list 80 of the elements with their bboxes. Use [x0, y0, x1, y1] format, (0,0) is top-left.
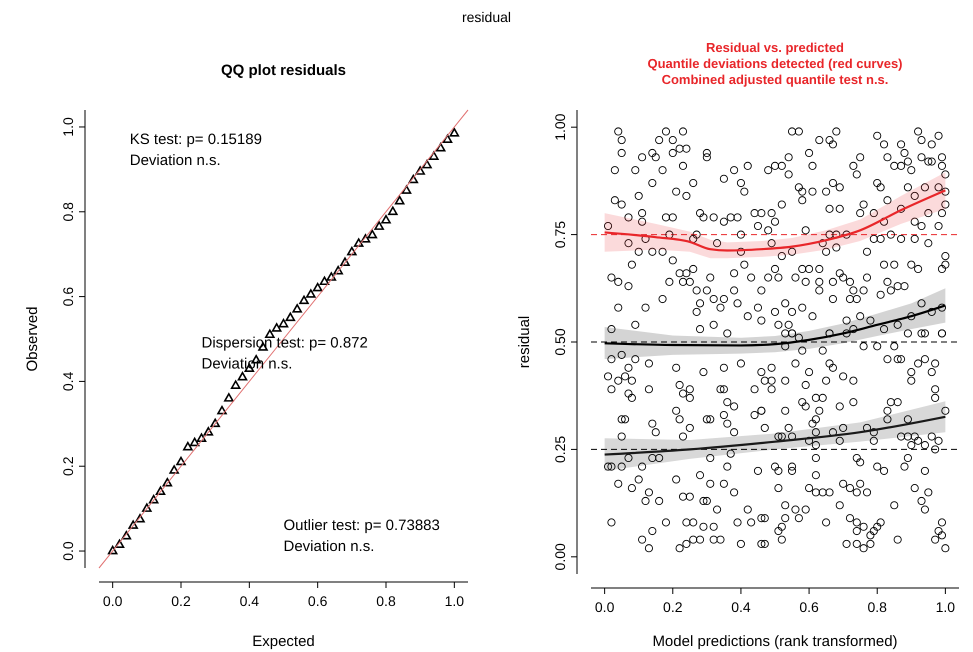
- y-tick-label: 0.00: [552, 542, 568, 570]
- chart-title: QQ plot residuals: [220, 62, 346, 79]
- point: [408, 174, 418, 184]
- point: [299, 296, 309, 304]
- text: residual: [462, 9, 512, 25]
- point: [415, 166, 425, 175]
- point: [292, 304, 302, 313]
- point: [340, 257, 350, 266]
- y-tick-label: 1.00: [552, 113, 568, 141]
- point: [128, 520, 138, 529]
- point: [388, 206, 398, 216]
- point: [135, 514, 145, 523]
- point: [196, 433, 206, 442]
- point: [190, 438, 200, 446]
- point: [394, 196, 404, 204]
- point: [450, 128, 460, 137]
- point: [148, 494, 158, 504]
- y-tick-label: 0.6: [60, 286, 76, 306]
- point: [286, 312, 296, 322]
- y-axis-title: residual: [516, 316, 533, 368]
- point: [312, 282, 322, 292]
- y-tick-label: 0.2: [60, 456, 76, 476]
- point: [429, 151, 439, 160]
- y-tick-label: 0.0: [60, 541, 76, 561]
- point: [381, 214, 391, 224]
- point: [142, 503, 152, 512]
- point: [306, 289, 316, 298]
- point: [436, 142, 446, 152]
- x-tick-label: 0.8: [376, 593, 396, 609]
- point: [162, 478, 172, 486]
- point: [183, 442, 193, 450]
- x-axis-title: Expected: [252, 633, 315, 650]
- point: [347, 246, 357, 256]
- point: [238, 372, 248, 380]
- x-tick-label: 0.6: [799, 599, 820, 615]
- point: [360, 234, 370, 243]
- point: [169, 465, 179, 474]
- point: [326, 272, 336, 281]
- y-tick-label: 0.25: [552, 436, 568, 464]
- point: [354, 238, 364, 247]
- point: [368, 230, 378, 238]
- point: [210, 418, 220, 428]
- y-tick-label: 1.0: [60, 117, 76, 137]
- point: [122, 530, 132, 540]
- y-tick-label: 0.75: [552, 220, 568, 248]
- point: [217, 406, 227, 414]
- chart-title: Residual vs. predicted Quantile deviations detected (red curves) Combined adjusted quantile test n.s.: [647, 40, 903, 87]
- point: [422, 160, 432, 168]
- x-tick-label: 0.4: [731, 599, 751, 615]
- point: [230, 380, 240, 389]
- y-tick-label: 0.8: [60, 202, 76, 222]
- point: [156, 486, 166, 495]
- point: [333, 266, 343, 274]
- point: [176, 456, 186, 466]
- x-tick-label: 1.0: [444, 593, 464, 609]
- y-tick-label: 0.50: [552, 328, 568, 356]
- point: [278, 318, 288, 328]
- point: [402, 185, 412, 194]
- point: [442, 134, 452, 143]
- x-tick-label: 0.2: [171, 593, 191, 609]
- point: [224, 393, 234, 402]
- point: [114, 539, 124, 548]
- point: [374, 221, 384, 230]
- x-tick-label: 1.0: [936, 599, 956, 615]
- x-tick-label: 0.2: [663, 599, 683, 615]
- x-tick-label: 0.6: [308, 593, 328, 609]
- point: [320, 276, 330, 286]
- x-tick-label: 0.4: [240, 593, 260, 609]
- point: [204, 426, 214, 436]
- x-tick-label: 0.8: [867, 599, 888, 615]
- y-tick-label: 0.4: [60, 371, 76, 392]
- line-series: [604, 416, 946, 456]
- point: [272, 323, 282, 332]
- point: [108, 546, 118, 554]
- x-axis-title: Model predictions (rank transformed): [652, 633, 898, 650]
- x-tick-label: 0.0: [102, 593, 123, 609]
- annotation: Outlier test: p= 0.73883 Deviation n.s.: [284, 516, 440, 555]
- y-axis-title: Observed: [24, 306, 41, 372]
- x-tick-label: 0.0: [594, 599, 615, 615]
- annotation: KS test: p= 0.15189 Deviation n.s.: [130, 130, 262, 169]
